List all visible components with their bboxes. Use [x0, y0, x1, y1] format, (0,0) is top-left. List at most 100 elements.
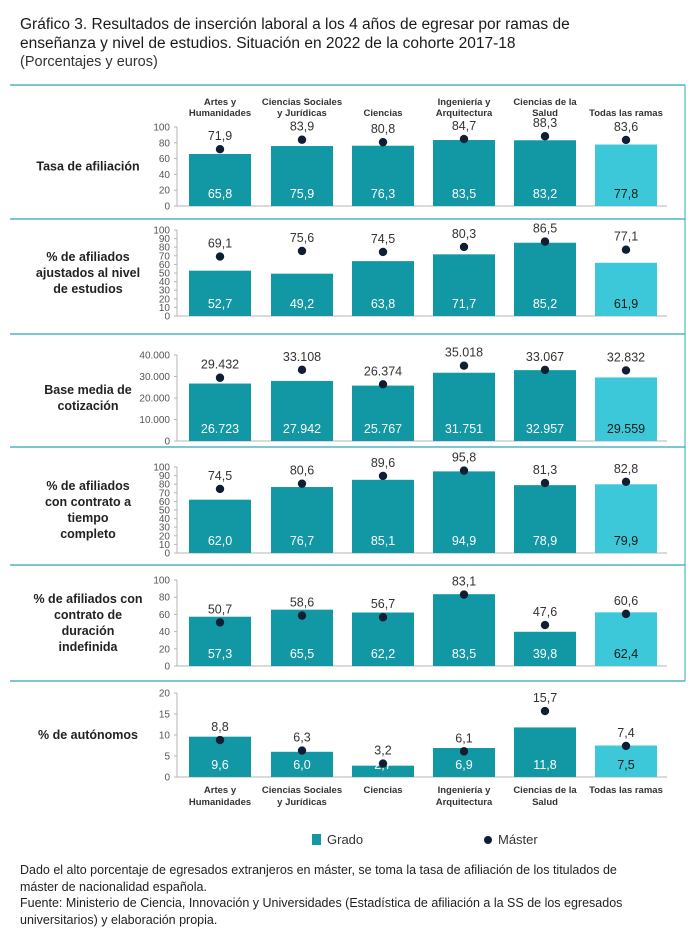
category-label-bottom: y Jurídicas — [277, 797, 327, 808]
y-tick-label: 50 — [159, 506, 171, 517]
master-value-label: 84,7 — [452, 119, 476, 133]
master-value-label: 74,5 — [371, 232, 395, 246]
master-value-label: 77,1 — [614, 230, 638, 244]
master-dot — [215, 735, 225, 745]
grado-bar — [271, 273, 333, 316]
panel-label: tiempo — [68, 511, 109, 525]
y-tick-label: 90 — [159, 471, 171, 482]
grado-value-label: 6,9 — [455, 758, 472, 772]
panel-label: Tasa de afiliación — [36, 160, 139, 174]
y-tick-label: 100 — [153, 463, 170, 474]
y-tick-label: 100 — [153, 576, 170, 587]
grado-bar — [514, 370, 576, 441]
category-label-bottom: Artes y — [204, 785, 237, 796]
y-tick-label: 0 — [164, 202, 170, 213]
y-tick-label: 20 — [159, 689, 171, 700]
y-tick-label: 10.000 — [139, 415, 170, 426]
master-dot — [215, 144, 225, 154]
y-tick-label: 40 — [159, 170, 171, 181]
y-tick-label: 80 — [159, 138, 171, 149]
master-dot — [297, 479, 307, 488]
master-dot — [540, 365, 550, 375]
grado-bar — [433, 372, 495, 441]
master-value-label: 56,7 — [371, 597, 395, 611]
master-dot — [378, 471, 388, 481]
y-tick-label: 60 — [159, 610, 171, 621]
master-dot — [621, 477, 631, 486]
master-dot — [297, 135, 307, 144]
master-value-label: 82,8 — [614, 462, 638, 476]
category-label-top: Humanidades — [189, 108, 251, 119]
y-tick-label: 80 — [159, 243, 171, 254]
master-dot — [378, 137, 388, 147]
grado-value-label: 75,9 — [290, 187, 314, 201]
y-tick-label: 40.000 — [139, 351, 170, 362]
grado-value-label: 61,9 — [614, 297, 638, 311]
master-value-label: 8,8 — [211, 720, 228, 734]
category-label-bottom: Humanidades — [189, 797, 251, 808]
grado-bar — [271, 751, 333, 777]
grado-value-label: 71,7 — [452, 297, 476, 311]
legend-label-master: Máster — [498, 832, 538, 847]
grado-value-label: 49,2 — [290, 297, 314, 311]
grado-value-label: 76,7 — [290, 534, 314, 548]
master-dot — [621, 366, 631, 375]
grado-bar — [514, 242, 576, 316]
master-value-label: 60,6 — [614, 594, 638, 608]
grado-bar — [595, 484, 657, 553]
grado-value-label: 62,0 — [208, 534, 232, 548]
master-value-label: 83,6 — [614, 120, 638, 134]
category-label-top: Salud — [532, 108, 558, 119]
grado-value-label: 6,0 — [293, 758, 310, 772]
panel-label: duración — [62, 624, 115, 638]
footnote-line-4: universitarios) y elaboración propia. — [20, 912, 218, 927]
panel-label: ajustados al nivel — [36, 266, 140, 280]
panel-label: % de afiliados — [46, 250, 129, 264]
grado-bar — [595, 144, 657, 206]
master-value-label: 33.067 — [526, 350, 564, 364]
master-value-label: 80,3 — [452, 227, 476, 241]
category-label-bottom: Ciencias de la — [513, 785, 577, 796]
grado-value-label: 63,8 — [371, 297, 395, 311]
grado-bar — [352, 479, 414, 553]
footnote: Dado el alto porcentaje de egresados ext… — [20, 862, 690, 928]
master-dot — [297, 365, 307, 375]
category-label-top: y Jurídicas — [277, 108, 327, 119]
category-label-top: Ingeniería y — [438, 97, 492, 108]
panel-label: contrato de — [54, 608, 122, 622]
grado-bar — [352, 261, 414, 316]
master-value-label: 15,7 — [533, 691, 557, 705]
category-label-bottom: Arquitectura — [436, 797, 493, 808]
grado-bar — [352, 765, 414, 777]
grado-value-label: 11,8 — [533, 758, 556, 772]
category-label-bottom: Todas las ramas — [589, 785, 663, 796]
grado-value-label: 57,3 — [208, 647, 232, 661]
y-tick-label: 0 — [164, 662, 170, 673]
category-label-bottom: Ingeniería y — [438, 785, 492, 796]
y-tick-label: 10 — [159, 540, 171, 551]
chart-title-line-2: enseñanza y nivel de estudios. Situación… — [20, 35, 516, 52]
panel-label: Base media de — [44, 383, 132, 397]
footnote-line-3: Fuente: Ministerio de Ciencia, Innovació… — [20, 896, 623, 910]
grado-value-label: 65,5 — [290, 647, 314, 661]
master-dot — [621, 609, 631, 619]
category-label-bottom: Ciencias — [363, 785, 402, 796]
grado-bar — [433, 594, 495, 666]
master-value-label: 35.018 — [445, 346, 483, 360]
grado-bar — [433, 471, 495, 553]
grado-value-label: 94,9 — [452, 534, 476, 548]
master-dot — [459, 466, 469, 475]
grado-value-label: 79,9 — [614, 534, 638, 548]
chart-subtitle: (Porcentajes y euros) — [20, 54, 158, 70]
master-value-label: 80,6 — [290, 464, 314, 478]
grado-value-label: 77,8 — [614, 187, 638, 201]
category-label-top: Ciencias de la — [513, 97, 577, 108]
category-label-top: Arquitectura — [436, 108, 493, 119]
y-tick-label: 30.000 — [139, 372, 170, 383]
grado-bar — [189, 270, 251, 316]
y-tick-label: 60 — [159, 260, 171, 271]
y-tick-label: 60 — [159, 497, 171, 508]
grado-value-label: 62,2 — [371, 647, 395, 661]
master-dot — [378, 759, 388, 768]
